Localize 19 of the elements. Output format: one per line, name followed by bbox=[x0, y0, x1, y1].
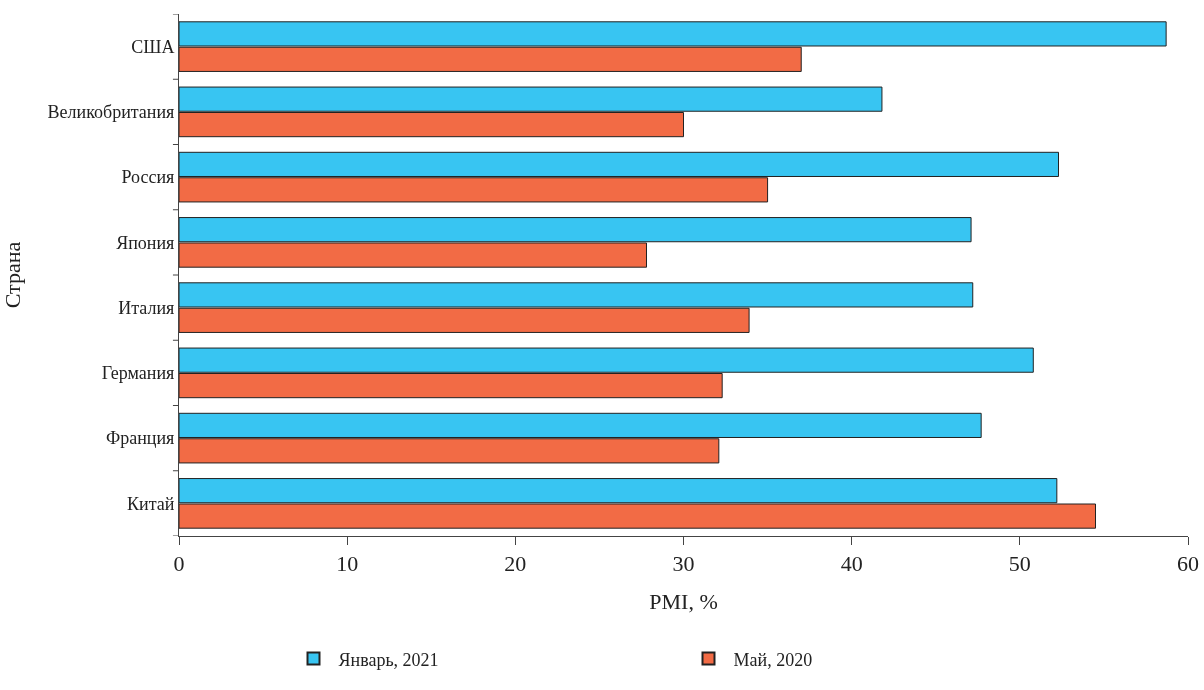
x-tick-label: 50 bbox=[1008, 551, 1031, 577]
x-tick-label: 30 bbox=[672, 551, 695, 577]
y-axis-title: Страна bbox=[0, 241, 26, 309]
x-tick-label: 20 bbox=[504, 551, 527, 577]
x-tick-label: 0 bbox=[173, 551, 185, 577]
y-tick-label: Япония bbox=[116, 232, 175, 253]
y-tick-label: Италия bbox=[118, 297, 175, 318]
x-tick-label: 10 bbox=[336, 551, 359, 577]
y-tick-label: Россия bbox=[121, 167, 175, 188]
y-tick-label: Великобритания bbox=[47, 102, 175, 123]
x-axis-title: PMI, % bbox=[649, 589, 718, 615]
x-tick-label: 60 bbox=[1177, 551, 1199, 577]
y-tick-label: Германия bbox=[101, 363, 175, 384]
x-tick-label: 40 bbox=[840, 551, 863, 577]
y-tick-label: Китай bbox=[127, 493, 175, 514]
y-tick-label: США bbox=[131, 36, 175, 57]
legend-label: Май, 2020 bbox=[733, 649, 813, 670]
y-tick-label: Франция bbox=[106, 428, 175, 449]
legend-label: Январь, 2021 bbox=[338, 649, 439, 670]
